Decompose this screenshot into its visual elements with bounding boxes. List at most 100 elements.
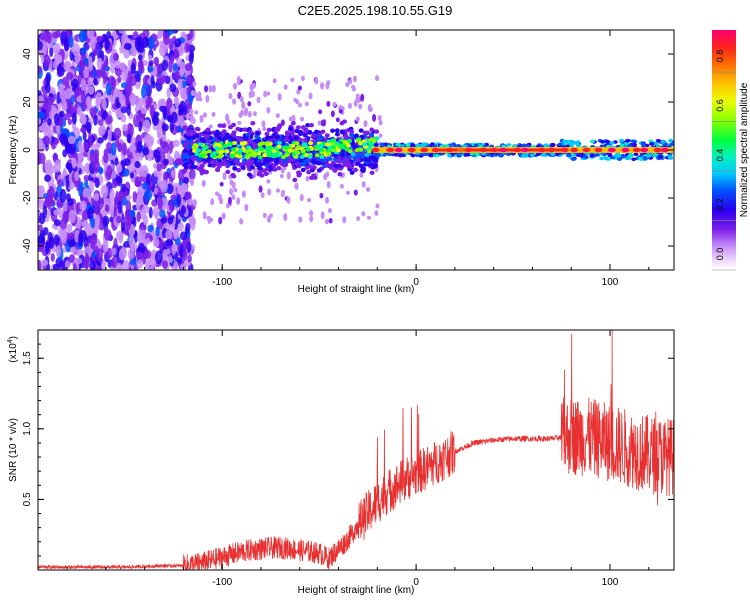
spectrogram-cell <box>138 65 145 74</box>
spectrogram-cell <box>405 143 411 147</box>
spectrogram-x-ticks: -100 0 100 <box>66 30 650 288</box>
spectrogram-cell <box>371 138 377 143</box>
spectrogram-cell <box>237 120 242 125</box>
spectrogram-cell <box>332 101 337 107</box>
spectrogram-cell <box>181 169 187 175</box>
spectrogram-cell <box>100 184 109 198</box>
spectrogram-x-label: Height of straight line (km) <box>298 284 415 295</box>
spectrogram-cell <box>267 153 273 158</box>
spectrogram-cell <box>142 147 150 156</box>
spectrogram-cell <box>174 158 182 166</box>
spectrogram-cell <box>91 36 96 51</box>
spectrogram-cell <box>122 260 130 270</box>
spectrogram-cell <box>342 216 347 224</box>
spectrogram-cell <box>137 54 143 61</box>
spectrogram-cell <box>274 135 280 140</box>
spectrogram-cell <box>362 142 368 147</box>
spectrogram-cell <box>222 172 227 181</box>
spectrogram-cell <box>302 133 308 138</box>
spectrogram-cell <box>369 127 375 132</box>
spectrogram-cell <box>613 153 619 158</box>
spectrogram-cell <box>374 129 380 134</box>
spectrogram-cell <box>348 78 353 85</box>
spectrogram-cell <box>217 193 222 202</box>
snr-x-tick-label: 100 <box>602 577 619 588</box>
spectrogram-cell <box>139 229 147 239</box>
spectrogram-cell <box>251 82 256 89</box>
spectrogram-cell <box>50 252 55 262</box>
spectrogram-cell <box>360 93 365 102</box>
spectrogram-cell <box>312 160 318 165</box>
spectrogram-cell <box>324 142 330 147</box>
spectrogram-cell <box>378 119 383 126</box>
spectrogram-cell <box>624 156 630 161</box>
spectrogram-cell <box>182 238 188 251</box>
spectrogram-cell <box>272 154 278 159</box>
spectrogram-cell <box>51 142 56 150</box>
spectrogram-y-tick-label: 20 <box>22 96 33 108</box>
spectrogram-cell <box>102 215 110 227</box>
spectrogram-cell <box>94 205 100 216</box>
spectrogram-cell <box>236 167 242 173</box>
spectrogram-cell <box>197 142 203 147</box>
spectrogram-cell <box>103 229 112 241</box>
spectrogram-cell <box>276 144 282 149</box>
spectrogram-cell <box>243 109 248 117</box>
spectrogram-cell <box>165 238 174 247</box>
spectrogram-cell <box>561 139 567 144</box>
spectrogram-cell <box>288 116 293 122</box>
spectrogram-cell <box>96 137 104 144</box>
spectrogram-cell <box>72 262 77 270</box>
spectrogram-cell <box>71 112 77 125</box>
spectrogram-cell <box>184 42 191 53</box>
spectrogram-cell <box>154 250 163 265</box>
spectrogram-cell <box>169 54 175 65</box>
spectrogram-cell <box>161 59 169 71</box>
spectrogram-y-tick-label: -40 <box>22 238 33 253</box>
spectrogram-cell <box>57 54 63 64</box>
spectrogram-cell <box>179 67 185 78</box>
spectrogram-cell <box>395 142 401 147</box>
spectrogram-cell <box>254 134 260 139</box>
spectrogram-cell <box>44 159 53 174</box>
spectrogram-cell <box>407 147 416 153</box>
spectrogram-cell <box>660 140 666 144</box>
spectrogram-cell <box>550 142 556 147</box>
spectrogram-cell <box>575 140 581 144</box>
spectrogram-cell <box>268 213 273 218</box>
spectrogram-cell <box>200 150 206 155</box>
spectrogram-cell <box>297 102 302 108</box>
spectrogram-cell <box>198 132 204 137</box>
spectrogram-cell <box>115 190 120 205</box>
spectrogram-cell <box>239 96 244 103</box>
spectrogram-cell <box>305 175 310 182</box>
spectrogram-cell <box>439 144 445 148</box>
spectrogram-cell <box>245 155 251 160</box>
spectrogram-cell <box>263 159 269 165</box>
spectrogram-cell <box>632 139 638 144</box>
spectrogram-cell <box>38 243 45 253</box>
colorbar-tick-label: 0.2 <box>715 198 725 211</box>
spectrogram-cell <box>62 168 67 179</box>
spectrogram-cell <box>88 56 93 69</box>
spectrogram-cell <box>83 141 89 151</box>
spectrogram-cell <box>300 75 305 82</box>
spectrogram-cell <box>247 110 252 118</box>
spectrogram-cell <box>195 148 201 153</box>
spectrogram-cell <box>67 198 74 206</box>
spectrogram-cell <box>207 162 213 168</box>
spectrogram-cell <box>239 218 244 225</box>
spectrogram-cell <box>351 84 356 90</box>
spectrogram-cell <box>355 161 361 166</box>
spectrogram-cell <box>74 257 83 265</box>
spectrogram-cell <box>447 153 453 158</box>
spectrogram-cell <box>658 155 664 159</box>
spectrogram-cell <box>217 123 223 128</box>
spectrogram-cell <box>89 107 97 117</box>
spectrogram-cell <box>155 226 160 237</box>
spectrogram-cell <box>53 137 60 145</box>
spectrogram-cell <box>218 216 223 225</box>
spectrogram-cell <box>199 114 204 123</box>
spectrogram-cell <box>76 249 81 257</box>
